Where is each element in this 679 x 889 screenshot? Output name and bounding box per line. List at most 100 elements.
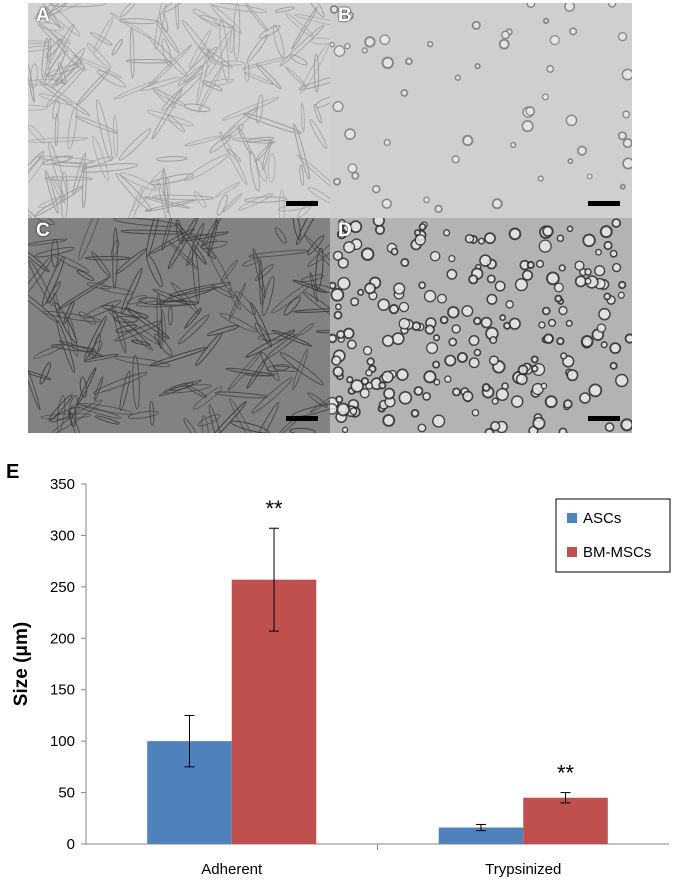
y-tick-label: 100 <box>50 733 75 750</box>
cell-mark <box>145 218 160 258</box>
cell-mark <box>228 288 242 311</box>
cell-mark <box>422 391 432 401</box>
cell-mark <box>209 134 232 153</box>
cell-mark <box>271 282 311 314</box>
cell-mark <box>305 3 325 18</box>
cell-mark <box>56 319 76 373</box>
error-bar <box>560 792 571 804</box>
cell-mark <box>558 305 568 316</box>
cell-mark <box>120 229 184 235</box>
cell-mark <box>167 240 199 271</box>
cell-mark <box>242 112 303 135</box>
cell-mark <box>468 335 480 347</box>
cell-mark <box>28 259 54 307</box>
cell-mark <box>444 354 457 367</box>
cell-mark <box>28 351 41 411</box>
cell-mark <box>302 291 330 325</box>
cell-mark <box>333 310 343 320</box>
cell-mark <box>361 47 368 54</box>
cell-mark <box>307 392 328 408</box>
cell-mark <box>120 267 143 315</box>
cell-mark <box>372 218 385 227</box>
cell-mark <box>330 403 338 415</box>
panel-letter-b: B <box>338 5 352 26</box>
cell-mark <box>564 3 576 12</box>
cell-mark <box>222 193 243 213</box>
cell-mark <box>28 137 89 143</box>
cell-mark <box>521 269 534 281</box>
cell-mark <box>250 401 280 433</box>
cell-mark <box>92 372 148 395</box>
cell-mark <box>184 135 222 147</box>
cell-mark <box>197 65 223 114</box>
cell-mark <box>219 312 258 333</box>
cell-mark <box>54 112 59 147</box>
cell-mark <box>289 427 316 433</box>
cell-mark <box>391 332 405 346</box>
cell-mark <box>120 3 136 18</box>
cell-mark <box>200 240 228 250</box>
legend-swatch <box>567 547 577 557</box>
cell-mark <box>381 198 393 209</box>
cell-mark <box>526 260 535 270</box>
cell-mark <box>112 227 118 289</box>
cell-mark <box>125 307 170 340</box>
cell-mark <box>67 106 78 150</box>
cell-mark <box>413 229 421 237</box>
micrograph-panel-d: D <box>330 218 632 433</box>
cell-mark <box>307 186 330 204</box>
significance-annotation: ** <box>265 496 283 521</box>
cell-mark <box>139 77 182 92</box>
cell-mark <box>495 388 509 401</box>
cell-mark <box>499 314 507 321</box>
cell-mark <box>427 40 434 48</box>
cell-mark <box>28 104 48 111</box>
cell-mark <box>432 334 441 342</box>
cell-mark <box>195 332 223 367</box>
cell-mark <box>291 403 330 418</box>
cell-mark <box>45 38 63 59</box>
cell-mark <box>525 106 536 117</box>
cell-mark <box>163 384 212 394</box>
cell-mark <box>566 369 579 382</box>
cell-mark <box>125 59 172 64</box>
scale-bar <box>588 416 620 421</box>
cell-mark <box>542 225 554 237</box>
cell-mark <box>549 35 560 46</box>
cell-mark <box>429 250 441 262</box>
cell-mark <box>371 184 381 194</box>
y-axis-label: Size (μm) <box>11 622 32 706</box>
cell-mark <box>622 110 631 119</box>
cell-mark <box>484 232 496 245</box>
cell-mark <box>603 292 612 301</box>
cell-mark <box>94 415 120 425</box>
cell-mark <box>414 234 427 246</box>
x-tick-label: Trypsinized <box>485 861 561 878</box>
cell-mark <box>490 421 501 432</box>
cell-mark <box>393 282 406 295</box>
cell-mark <box>100 285 134 295</box>
cell-mark <box>271 329 313 347</box>
cell-mark <box>206 401 247 433</box>
cell-mark <box>83 299 122 319</box>
cell-mark <box>596 323 607 333</box>
cell-mark <box>477 237 485 245</box>
y-tick-label: 200 <box>50 630 75 647</box>
cell-mark <box>541 306 551 316</box>
cell-mark <box>300 102 305 133</box>
cell-mark <box>563 399 573 409</box>
cell-mark <box>199 47 233 69</box>
cell-mark <box>611 218 622 228</box>
cell-mark <box>473 316 482 326</box>
cell-mark <box>336 330 346 340</box>
cell-mark <box>556 234 565 243</box>
bar-chart: 0 50 100 150 200 250 300 350 Size (μm) Adherent Tr… <box>0 455 679 884</box>
cell-mark <box>292 279 328 293</box>
cell-mark <box>86 42 112 70</box>
cell-mark <box>101 304 149 319</box>
cell-mark <box>274 6 295 13</box>
cell-mark <box>484 427 495 433</box>
cell-mark <box>209 3 268 14</box>
cell-mark <box>310 37 330 45</box>
cell-mark <box>609 342 622 355</box>
